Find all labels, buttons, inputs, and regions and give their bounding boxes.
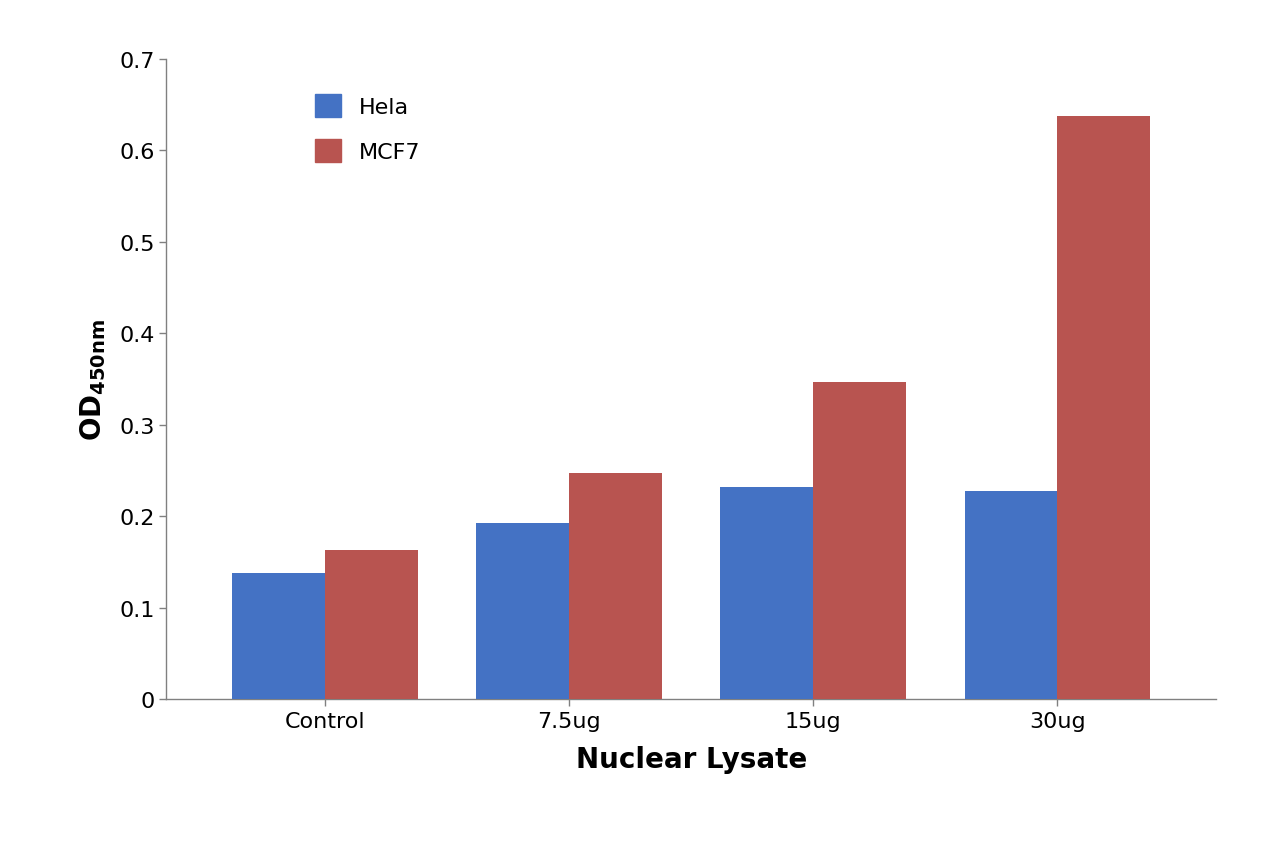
- Legend: Hela, MCF7: Hela, MCF7: [303, 84, 431, 174]
- Bar: [476, 523, 570, 699]
- Bar: [721, 487, 813, 699]
- Bar: [325, 550, 417, 699]
- X-axis label: Nuclear Lysate: Nuclear Lysate: [576, 746, 806, 773]
- Bar: [965, 491, 1057, 699]
- Bar: [232, 573, 325, 699]
- Y-axis label: $\mathregular{OD_{450nm}}$: $\mathregular{OD_{450nm}}$: [78, 319, 108, 440]
- Bar: [813, 382, 906, 699]
- Bar: [1057, 116, 1151, 699]
- Bar: [570, 473, 662, 699]
